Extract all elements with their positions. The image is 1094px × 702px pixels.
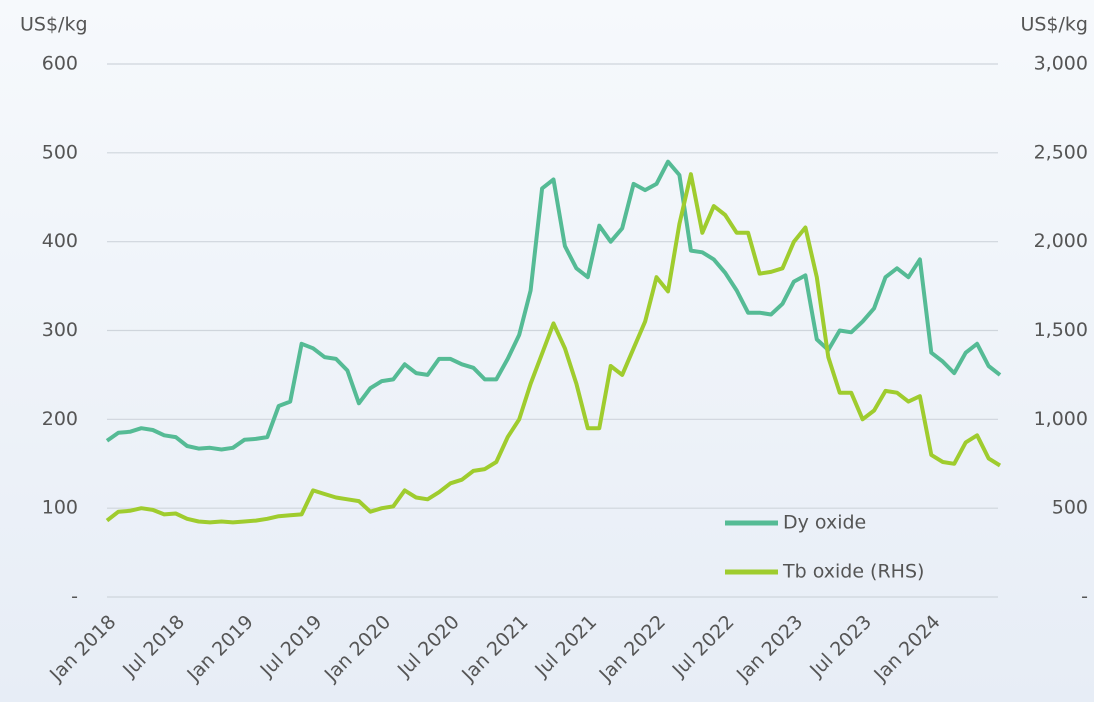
x-tick-label: Jul 2020: [393, 611, 464, 682]
y-axis-label: US$/kg: [20, 14, 88, 36]
x-tick-label: Jul 2023: [805, 611, 876, 682]
y-tick-label: 400: [42, 230, 78, 252]
data-line: [105, 172, 1002, 525]
y-tick-label: 500: [42, 141, 78, 163]
y2-tick-label: 1,000: [1034, 408, 1088, 430]
y2-tick-label: 1,500: [1034, 319, 1088, 341]
x-tick-label: Jan 2024: [869, 611, 944, 686]
data-line: [105, 159, 1002, 452]
y-tick-label: 300: [42, 319, 78, 341]
x-tick-label: Jan 2020: [320, 611, 395, 686]
y2-tick-label: 2,500: [1034, 141, 1088, 163]
y2-tick-label: 2,000: [1034, 230, 1088, 252]
y2-tick-label: -: [1081, 586, 1088, 608]
x-tick-label: Jan 2019: [182, 611, 257, 686]
x-tick-label: Jan 2023: [732, 611, 807, 686]
x-tick-label: Jul 2018: [118, 611, 189, 682]
legend-label: Tb oxide (RHS): [782, 561, 924, 583]
y-tick-label: 600: [42, 53, 78, 75]
y-tick-label: 200: [42, 408, 78, 430]
x-tick-label: Jan 2018: [45, 611, 120, 686]
x-tick-label: Jan 2021: [457, 611, 532, 686]
x-tick-label: Jul 2021: [530, 611, 601, 682]
y2-tick-label: 3,000: [1034, 53, 1088, 75]
x-tick-label: Jul 2019: [256, 611, 327, 682]
x-tick-label: Jan 2022: [595, 611, 670, 686]
y2-tick-label: 500: [1052, 497, 1088, 519]
x-tick-label: Jul 2022: [668, 611, 739, 682]
y-tick-label: 100: [42, 497, 78, 519]
y-tick-label: -: [71, 586, 78, 608]
legend-label: Dy oxide: [783, 512, 866, 534]
y2-axis-label: US$/kg: [1020, 14, 1088, 36]
